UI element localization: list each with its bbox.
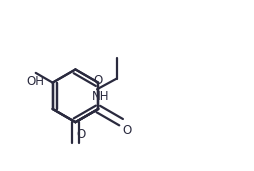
Text: OH: OH [27, 75, 45, 88]
Text: O: O [94, 74, 103, 87]
Text: O: O [122, 124, 132, 137]
Text: O: O [76, 128, 86, 141]
Text: NH: NH [92, 90, 109, 103]
